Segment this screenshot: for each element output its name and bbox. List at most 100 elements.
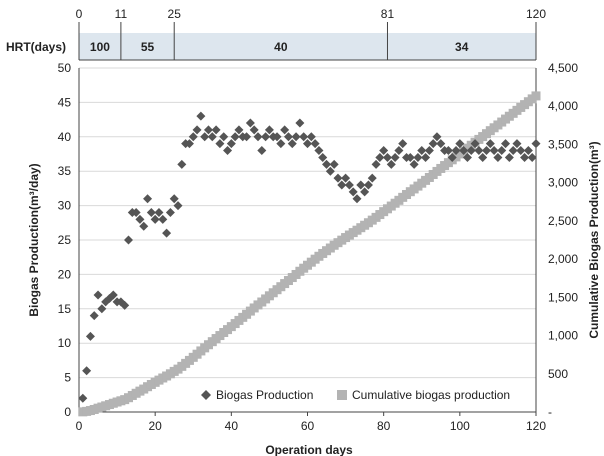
biogas-point	[245, 118, 255, 128]
biogas-point	[497, 146, 507, 156]
legend-marker-cumulative	[337, 390, 347, 400]
biogas-point	[283, 132, 293, 142]
hrt-segment	[79, 33, 121, 60]
biogas-point	[344, 180, 354, 190]
biogas-point	[192, 125, 202, 135]
biogas-point	[135, 214, 145, 224]
biogas-point	[93, 290, 103, 300]
biogas-point	[295, 118, 305, 128]
biogas-series	[78, 111, 541, 403]
biogas-point	[424, 146, 434, 156]
biogas-point	[82, 366, 92, 376]
biogas-point	[501, 139, 511, 149]
legend: Biogas Production Cumulative biogas produ…	[201, 388, 510, 402]
biogas-point	[481, 146, 491, 156]
biogas-point	[310, 139, 320, 149]
y-tick-label: 15	[58, 302, 72, 316]
y-tick-label: 20	[58, 267, 72, 281]
biogas-point	[234, 125, 244, 135]
biogas-point	[299, 132, 309, 142]
x-tick-label: 20	[148, 419, 162, 433]
biogas-point	[97, 304, 107, 314]
biogas-point	[318, 152, 328, 162]
y2-tick-label: 4,000	[548, 99, 578, 113]
hrt-segment-value: 40	[274, 40, 288, 54]
biogas-point	[280, 125, 290, 135]
y2-tick-label: 2,000	[548, 252, 578, 266]
biogas-point	[523, 146, 533, 156]
biogas-point	[272, 132, 282, 142]
biogas-point	[162, 228, 172, 238]
biogas-point	[211, 125, 221, 135]
y2-axis-title: Cumulative Biogas Production(m³)	[587, 141, 601, 338]
biogas-point	[489, 146, 499, 156]
hrt-boundary-label: 81	[381, 7, 395, 21]
biogas-point	[291, 132, 301, 142]
x-tick-label: 40	[225, 419, 239, 433]
biogas-point	[428, 139, 438, 149]
biogas-point	[226, 139, 236, 149]
hrt-boundary-label: 11	[115, 7, 128, 21]
biogas-point	[520, 152, 530, 162]
y-tick-label: 35	[58, 164, 72, 178]
biogas-point	[131, 207, 141, 217]
biogas-point	[146, 207, 156, 217]
legend-label-cumulative: Cumulative biogas production	[352, 388, 510, 402]
biogas-point	[375, 152, 385, 162]
y-tick-label: 0	[64, 405, 71, 419]
biogas-point	[352, 194, 362, 204]
biogas-point	[356, 180, 366, 190]
biogas-point	[177, 159, 187, 169]
y-tick-label: 45	[58, 95, 72, 109]
y2-tick-label: 1,500	[548, 290, 578, 304]
biogas-point	[409, 159, 419, 169]
legend-marker-biogas	[201, 390, 211, 400]
biogas-point	[436, 139, 446, 149]
y-tick-label: 10	[58, 336, 72, 350]
biogas-point	[173, 201, 183, 211]
biogas-point	[165, 207, 175, 217]
biogas-point	[306, 132, 316, 142]
hrt-boundary-label: 0	[76, 7, 83, 21]
y2-tick-label: 4,500	[548, 61, 578, 75]
biogas-point	[207, 132, 217, 142]
biogas-point	[512, 139, 522, 149]
hrt-segment-value: 34	[455, 40, 469, 54]
biogas-point	[158, 214, 168, 224]
hrt-label: HRT(days)	[6, 40, 66, 54]
y-tick-label: 40	[58, 130, 72, 144]
biogas-point	[516, 146, 526, 156]
x-tick-label: 100	[450, 419, 470, 433]
biogas-point	[421, 152, 431, 162]
biogas-point	[325, 166, 335, 176]
biogas-point	[341, 173, 351, 183]
biogas-point	[527, 152, 537, 162]
biogas-point	[329, 159, 339, 169]
hrt-segment-value: 100	[90, 40, 110, 54]
biogas-point	[139, 221, 149, 231]
y2-tick-label: 1,000	[548, 329, 578, 343]
y-tick-label: 50	[58, 61, 72, 75]
biogas-point	[261, 132, 271, 142]
x-tick-label: 120	[526, 419, 546, 433]
y-axis-title: Biogas Production(m³/day)	[27, 163, 41, 316]
hrt-boundary-label: 25	[168, 7, 182, 21]
biogas-point	[257, 146, 267, 156]
biogas-point	[379, 146, 389, 156]
biogas-point	[287, 139, 297, 149]
biogas-point	[264, 125, 274, 135]
y2-tick-label: 500	[548, 367, 568, 381]
biogas-point	[85, 331, 95, 341]
y2-tick-label: 3,000	[548, 176, 578, 190]
biogas-point	[451, 146, 461, 156]
biogas-point	[249, 125, 259, 135]
biogas-point	[200, 132, 210, 142]
hrt-segment	[120, 33, 175, 60]
biogas-point	[360, 187, 370, 197]
plot-gridlines	[79, 67, 536, 413]
biogas-point	[367, 173, 377, 183]
biogas-point	[150, 214, 160, 224]
biogas-point	[478, 152, 488, 162]
biogas-point	[276, 139, 286, 149]
hrt-segment	[387, 33, 536, 60]
